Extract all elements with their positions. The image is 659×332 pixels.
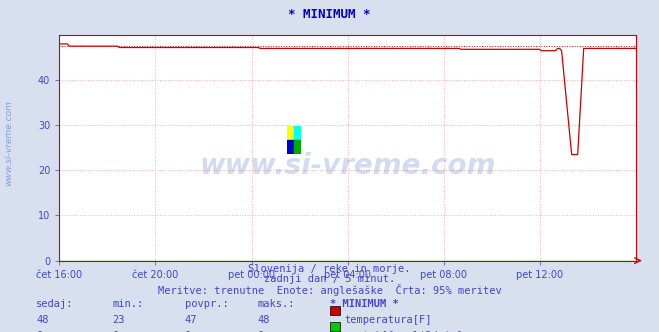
Text: maks.:: maks.: xyxy=(257,299,295,309)
Text: zadnji dan / 5 minut.: zadnji dan / 5 minut. xyxy=(264,274,395,284)
Text: sedaj:: sedaj: xyxy=(36,299,74,309)
Text: www.si-vreme.com: www.si-vreme.com xyxy=(200,152,496,180)
Text: 0: 0 xyxy=(112,331,118,332)
Text: * MINIMUM *: * MINIMUM * xyxy=(288,8,371,21)
Bar xyxy=(294,140,301,154)
Text: 0: 0 xyxy=(185,331,190,332)
Text: pretok[čevelj3/min]: pretok[čevelj3/min] xyxy=(344,331,463,332)
Bar xyxy=(287,126,294,140)
Text: 48: 48 xyxy=(36,315,49,325)
Text: * MINIMUM *: * MINIMUM * xyxy=(330,299,398,309)
Text: min.:: min.: xyxy=(112,299,143,309)
Text: temperatura[F]: temperatura[F] xyxy=(344,315,432,325)
Text: 0: 0 xyxy=(36,331,42,332)
Text: 0: 0 xyxy=(257,331,263,332)
Text: Slovenija / reke in morje.: Slovenija / reke in morje. xyxy=(248,264,411,274)
Text: 48: 48 xyxy=(257,315,270,325)
Text: povpr.:: povpr.: xyxy=(185,299,228,309)
Bar xyxy=(287,140,294,154)
Text: 47: 47 xyxy=(185,315,197,325)
Text: 23: 23 xyxy=(112,315,125,325)
Text: www.si-vreme.com: www.si-vreme.com xyxy=(4,100,13,186)
Bar xyxy=(294,126,301,140)
Text: Meritve: trenutne  Enote: anglešaške  Črta: 95% meritev: Meritve: trenutne Enote: anglešaške Črta… xyxy=(158,284,501,296)
